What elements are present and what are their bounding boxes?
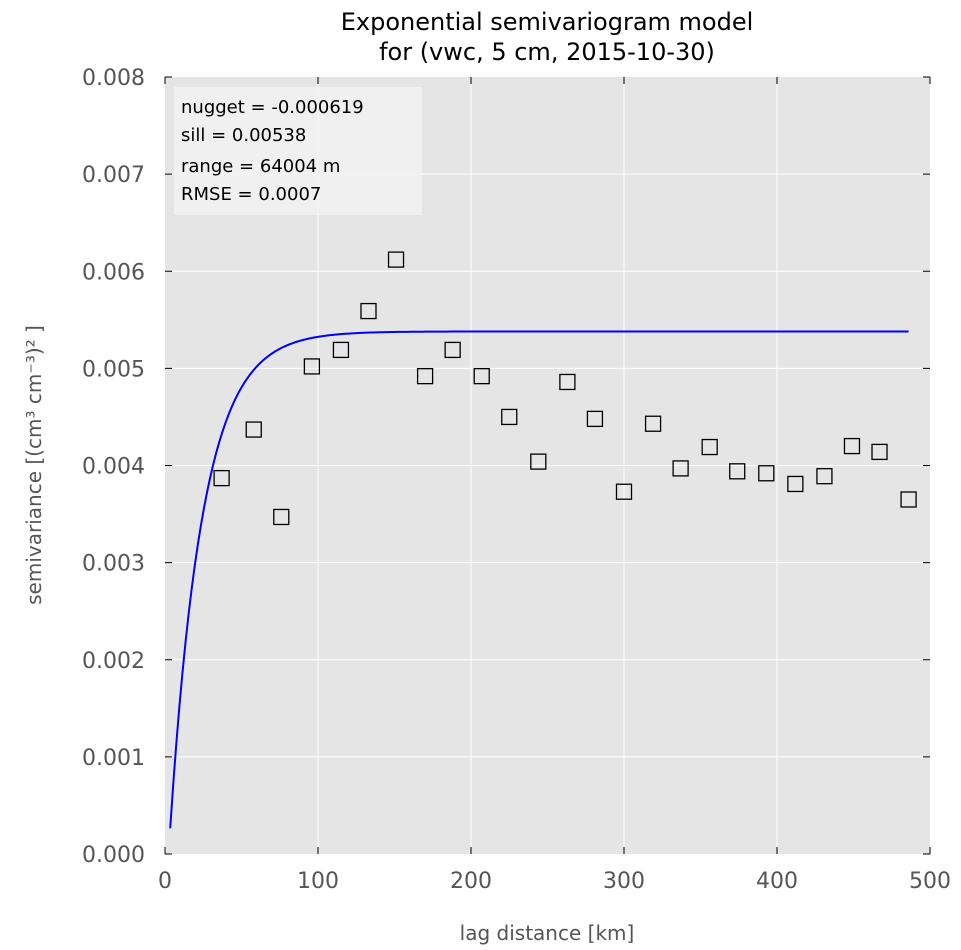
y-tick-label: 0.001 [82,746,145,771]
data-point [360,302,377,320]
y-tick-label: 0.004 [82,455,145,480]
data-point [729,463,746,480]
y-tick-label: 0.003 [82,552,145,577]
data-point [444,341,461,359]
x-tick-label: 0 [158,869,172,894]
chart-title-line1: Exponential semivariogram model [341,8,754,36]
x-axis-label: lag distance [km] [460,921,635,945]
y-tick-label: 0.002 [82,649,145,674]
data-point [387,251,405,268]
y-tick-label: 0.005 [82,357,145,382]
data-point [303,358,321,375]
model-curve [169,330,909,829]
annotation-background [174,87,422,215]
data-point [900,491,917,508]
chart-title-line2: for (vwc, 5 cm, 2015-10-30) [379,38,715,66]
data-point [273,508,290,526]
annotation-sill: sill = 0.00538 [181,125,306,146]
grid-lines [165,77,930,854]
y-tick-label: 0.006 [82,260,145,285]
data-point [559,373,576,391]
data-point [871,443,888,461]
x-tick-label: 100 [297,869,339,894]
data-point [701,438,718,456]
data-point [530,453,547,470]
data-point [245,421,262,438]
data-point [787,475,804,493]
annotation-nugget: nugget = -0.000619 [181,97,364,118]
x-tick-labels: 0 100 200 300 400 500 [158,869,951,894]
x-tick-label: 300 [603,869,645,894]
data-point [816,468,833,485]
annotation-range: range = 64004 m [181,156,340,177]
data-point [644,415,662,432]
axis-ticks [164,76,931,855]
data-point [501,408,518,426]
data-point [213,469,230,487]
annotation-rmse: RMSE = 0.0007 [181,184,321,205]
x-tick-label: 200 [450,869,492,894]
y-tick-label: 0.008 [82,66,145,91]
data-point [332,341,350,359]
annotation-box: nugget = -0.000619 sill = 0.00538 range … [174,87,422,215]
y-axis-label: semivariance [(cm³ cm⁻³)² ] [22,325,46,605]
data-point [615,483,633,500]
y-tick-label: 0.000 [82,843,145,868]
data-points [213,251,917,526]
x-tick-label: 500 [909,869,951,894]
data-point [843,437,861,455]
y-tick-labels: 0.000 0.001 0.002 0.003 0.004 0.005 0.006 0.007… [82,66,145,868]
y-tick-label: 0.007 [82,163,145,188]
data-point [758,465,775,482]
x-tick-label: 400 [756,869,798,894]
data-point [416,367,434,385]
data-point [672,460,689,477]
data-point [586,410,604,428]
data-point [473,367,490,385]
